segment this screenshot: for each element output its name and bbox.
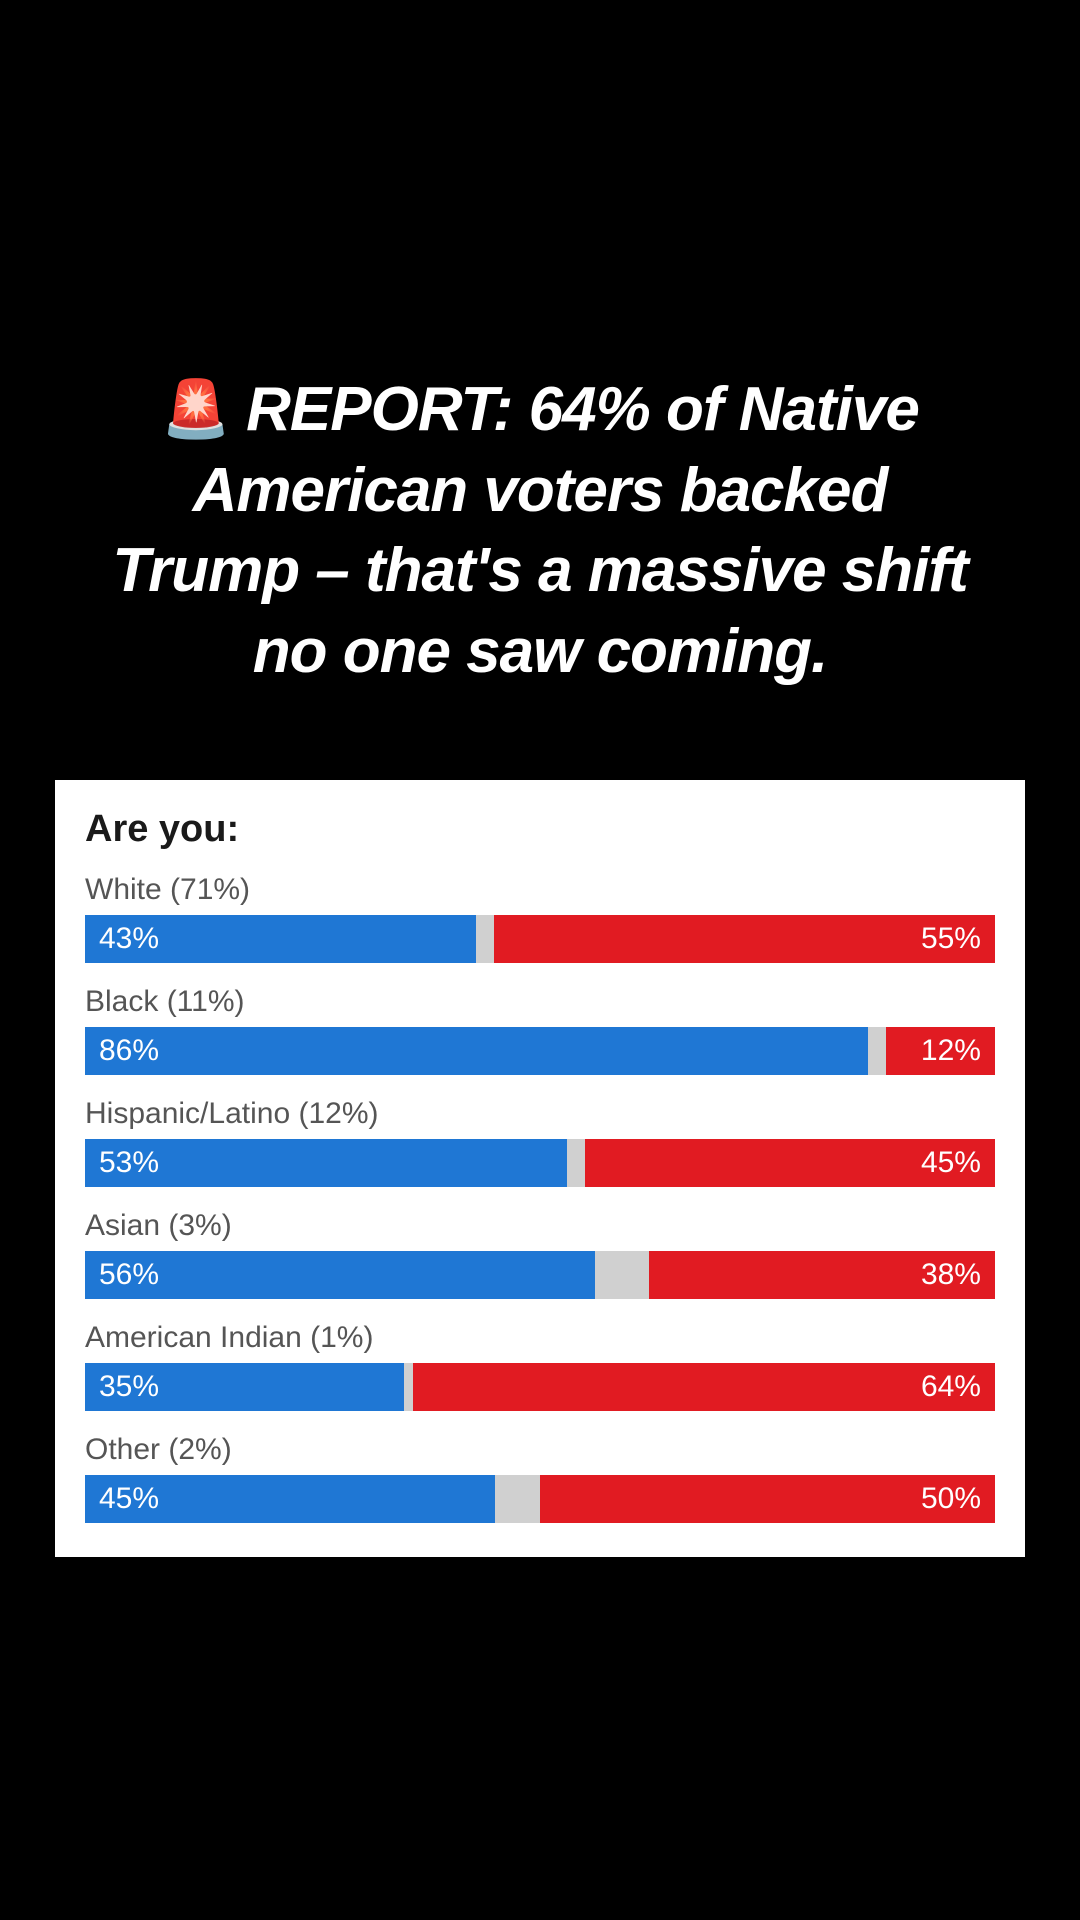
chart-card: Are you: White (71%) 43% 55% Black (11%) 86%… (55, 780, 1025, 1557)
row-label: White (71%) (85, 873, 995, 907)
bar-segment-gap (495, 1475, 541, 1523)
page-root: 🚨 REPORT: 64% of Native American voters … (0, 0, 1080, 1920)
chart-title: Are you: (85, 808, 995, 851)
bar-segment-red: 50% (540, 1475, 995, 1523)
bar-value-blue: 86% (99, 1034, 159, 1068)
row-bar: 53% 45% (85, 1139, 995, 1187)
bar-value-blue: 45% (99, 1482, 159, 1516)
row-label: Other (2%) (85, 1433, 995, 1467)
chart-row: Black (11%) 86% 12% (85, 985, 995, 1075)
chart-rows: White (71%) 43% 55% Black (11%) 86% 12% Hispan… (85, 873, 995, 1523)
row-label: Asian (3%) (85, 1209, 995, 1243)
bar-value-red: 38% (921, 1258, 981, 1292)
chart-row: Other (2%) 45% 50% (85, 1433, 995, 1523)
bar-segment-gap (476, 915, 494, 963)
bar-segment-blue: 53% (85, 1139, 567, 1187)
bar-value-red: 45% (921, 1146, 981, 1180)
bar-segment-red: 55% (494, 915, 995, 963)
bar-segment-gap (595, 1251, 650, 1299)
bar-value-blue: 43% (99, 922, 159, 956)
row-label: American Indian (1%) (85, 1321, 995, 1355)
row-label: Hispanic/Latino (12%) (85, 1097, 995, 1131)
bar-value-red: 50% (921, 1482, 981, 1516)
bar-value-red: 64% (921, 1370, 981, 1404)
chart-row: American Indian (1%) 35% 64% (85, 1321, 995, 1411)
bar-segment-gap (404, 1363, 413, 1411)
bar-segment-gap (567, 1139, 585, 1187)
row-bar: 35% 64% (85, 1363, 995, 1411)
row-bar: 56% 38% (85, 1251, 995, 1299)
chart-row: White (71%) 43% 55% (85, 873, 995, 963)
row-bar: 43% 55% (85, 915, 995, 963)
bar-value-red: 55% (921, 922, 981, 956)
row-label: Black (11%) (85, 985, 995, 1019)
bar-value-red: 12% (921, 1034, 981, 1068)
bar-segment-blue: 45% (85, 1475, 495, 1523)
headline-text: REPORT: 64% of Native American voters ba… (112, 375, 967, 686)
headline: 🚨 REPORT: 64% of Native American voters … (100, 370, 980, 692)
row-bar: 86% 12% (85, 1027, 995, 1075)
bar-segment-red: 12% (886, 1027, 995, 1075)
chart-row: Hispanic/Latino (12%) 53% 45% (85, 1097, 995, 1187)
chart-row: Asian (3%) 56% 38% (85, 1209, 995, 1299)
bar-segment-red: 64% (413, 1363, 995, 1411)
siren-icon: 🚨 (161, 377, 230, 440)
bar-value-blue: 35% (99, 1370, 159, 1404)
bar-value-blue: 53% (99, 1146, 159, 1180)
bar-segment-blue: 35% (85, 1363, 404, 1411)
bar-segment-blue: 86% (85, 1027, 868, 1075)
bar-segment-blue: 56% (85, 1251, 595, 1299)
bar-segment-red: 45% (585, 1139, 995, 1187)
bar-segment-blue: 43% (85, 915, 476, 963)
bar-segment-gap (868, 1027, 886, 1075)
bar-segment-red: 38% (649, 1251, 995, 1299)
row-bar: 45% 50% (85, 1475, 995, 1523)
bar-value-blue: 56% (99, 1258, 159, 1292)
